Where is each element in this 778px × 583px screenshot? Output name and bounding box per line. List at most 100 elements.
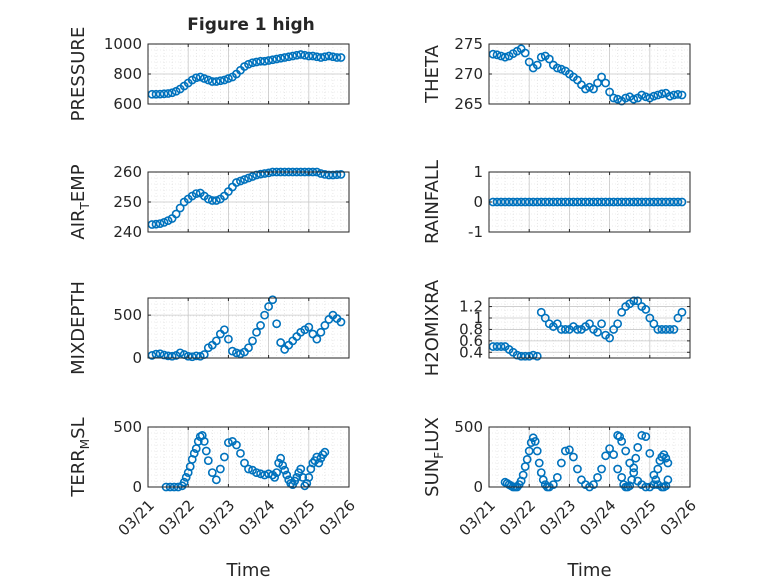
axes-box (147, 297, 350, 359)
data-point (232, 440, 241, 450)
series-markers (500, 430, 673, 492)
data-point (328, 52, 338, 62)
data-point (175, 348, 185, 358)
y-axis-label: AIRTEMP (68, 164, 92, 239)
data-point (649, 197, 659, 207)
data-point (155, 219, 165, 228)
y-tick-label: 265 (454, 95, 483, 113)
y-tick-label: 500 (113, 418, 142, 436)
data-point (207, 196, 217, 205)
data-point (657, 89, 667, 99)
data-point (629, 468, 639, 477)
data-point (560, 197, 570, 207)
data-point (304, 472, 314, 482)
data-point (613, 197, 623, 207)
data-point (324, 170, 334, 180)
data-point (641, 432, 651, 441)
y-tick-label: 0.4 (459, 343, 483, 361)
data-point (633, 197, 643, 207)
data-point (625, 197, 635, 207)
data-point (260, 56, 269, 66)
data-point (264, 168, 273, 178)
data-point (203, 75, 213, 85)
data-point (191, 351, 201, 361)
y-tick-label: 260 (113, 163, 142, 181)
data-point (492, 197, 502, 207)
data-point (663, 475, 673, 485)
data-point (207, 468, 217, 477)
data-point (207, 77, 217, 86)
data-point (316, 327, 326, 337)
data-point (292, 472, 302, 482)
data-point (629, 94, 639, 104)
y-tick-label: 0 (473, 193, 483, 211)
data-point (292, 50, 302, 60)
data-point (496, 197, 506, 207)
data-point (304, 322, 314, 332)
data-point (500, 197, 510, 207)
y-tick-label: 1 (473, 163, 483, 181)
data-point (524, 446, 534, 456)
y-tick-label: 0.8 (459, 320, 483, 338)
data-point (278, 460, 288, 470)
data-point (530, 436, 540, 446)
data-point (252, 327, 261, 337)
series-markers (488, 296, 687, 361)
data-point (191, 189, 201, 198)
y-axis-label: MIXDEPTH (68, 281, 89, 375)
y-axis-label: THETA (422, 44, 443, 104)
grid (148, 172, 349, 232)
axes-h2omixra: 0.40.60.811.2 H2OMIXRA (422, 279, 691, 376)
data-point (641, 92, 651, 102)
data-point (669, 325, 679, 334)
data-point (203, 194, 213, 204)
y-tick-label: 250 (113, 193, 142, 211)
data-point (256, 56, 265, 66)
data-point (617, 436, 627, 446)
data-point (613, 319, 623, 329)
data-point (508, 197, 518, 207)
data-point (601, 451, 610, 461)
data-point (272, 54, 282, 64)
data-point (336, 317, 346, 327)
data-point (633, 442, 643, 452)
data-point (645, 313, 655, 323)
data-point (631, 453, 641, 463)
data-point (657, 452, 667, 462)
data-point (597, 197, 606, 207)
data-point (673, 90, 683, 99)
data-point (516, 351, 526, 361)
data-point (621, 93, 631, 103)
data-point (597, 319, 606, 329)
data-point (601, 197, 610, 207)
data-point (260, 470, 269, 480)
y-tick-label: 275 (454, 35, 483, 53)
data-point (524, 57, 534, 67)
data-point (199, 436, 209, 446)
data-point (593, 78, 602, 88)
axes-rainfall: -1 0 1 RAINFALL (422, 160, 691, 244)
data-point (201, 446, 211, 456)
x-tick-label: 03/22 (496, 496, 539, 539)
data-point (183, 351, 193, 361)
data-point (159, 89, 169, 99)
data-point (569, 197, 578, 207)
data-point (653, 464, 663, 474)
data-point (609, 197, 619, 207)
data-point (552, 197, 562, 207)
data-point (544, 197, 554, 207)
data-point (528, 197, 538, 207)
data-point (496, 342, 506, 351)
data-point (532, 60, 542, 70)
x-tick-label: 03/21 (115, 496, 158, 539)
data-point (332, 170, 342, 180)
data-point (661, 197, 671, 207)
data-point (211, 336, 221, 346)
axes-box (488, 297, 691, 359)
data-point (645, 197, 655, 207)
data-point (677, 197, 687, 207)
data-point (665, 197, 675, 207)
data-point (179, 477, 189, 487)
data-point (240, 458, 249, 468)
